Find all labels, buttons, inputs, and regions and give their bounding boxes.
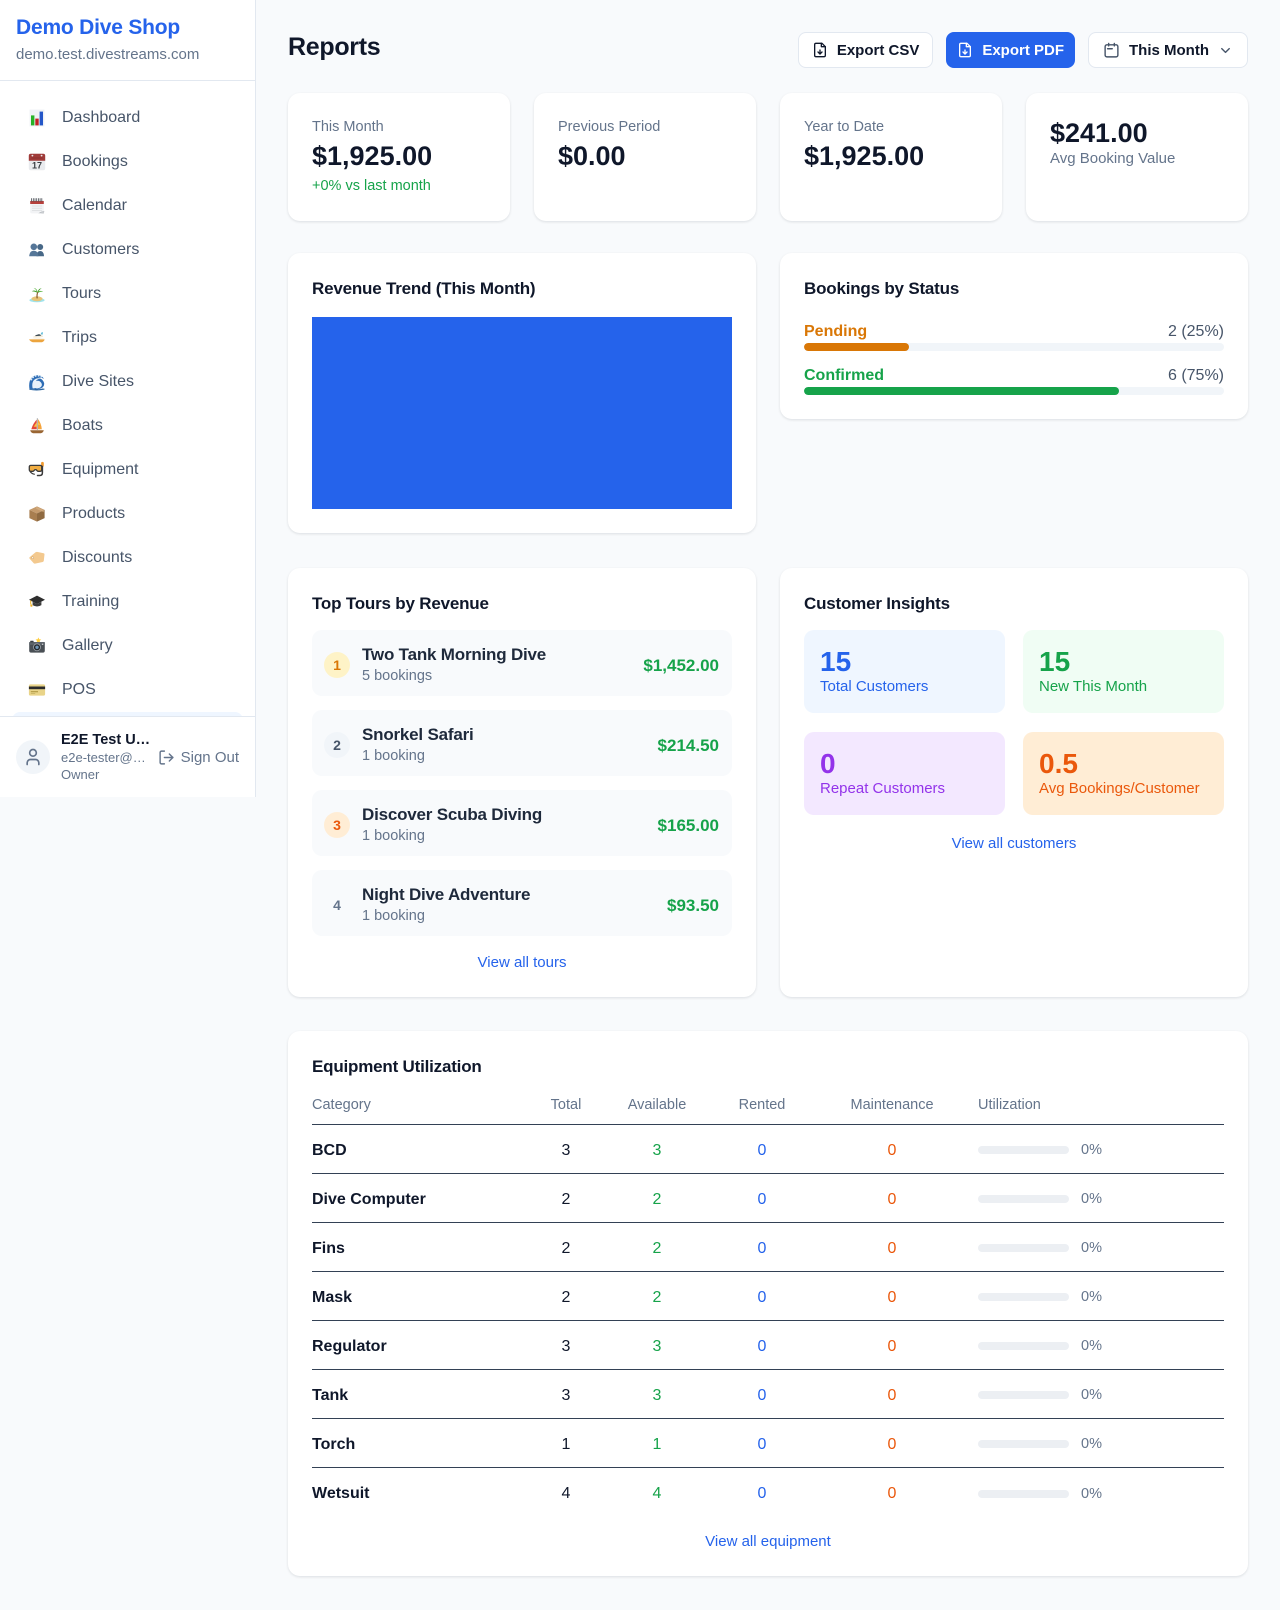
svg-text:17: 17 (32, 160, 42, 170)
